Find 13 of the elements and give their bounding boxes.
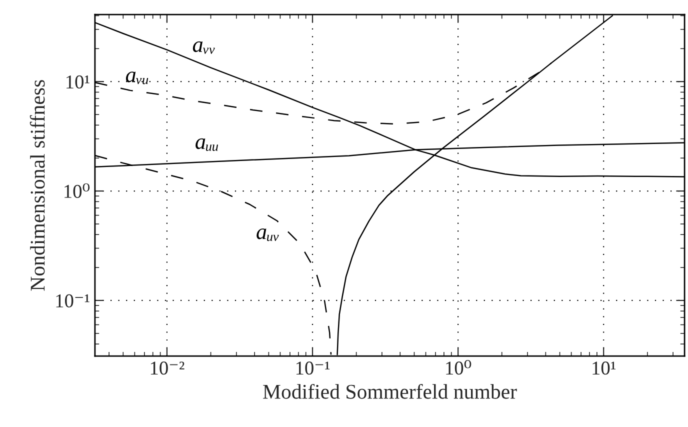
y-tick-label: 10⁻¹	[56, 294, 90, 308]
x-tick-label: 10⁻¹	[296, 362, 330, 375]
series-label: aᵤᵤ	[196, 138, 218, 151]
x-axis-title: Modified Sommerfeld number	[263, 384, 517, 399]
x-tick-label: 10¹	[592, 362, 616, 375]
y-axis-title: Nondimensional stiffness	[30, 80, 45, 291]
x-tick-label: 10⁻²	[150, 362, 184, 375]
y-tick-label: 10⁰	[64, 183, 90, 198]
series-label: aᵥᵥ	[192, 41, 215, 54]
x-tick-label: 10⁰	[446, 360, 472, 375]
series-label: aᵥᵤ	[126, 72, 148, 84]
y-tick-label: 10¹	[66, 75, 90, 89]
series-label: aᵤᵥ	[256, 228, 279, 242]
